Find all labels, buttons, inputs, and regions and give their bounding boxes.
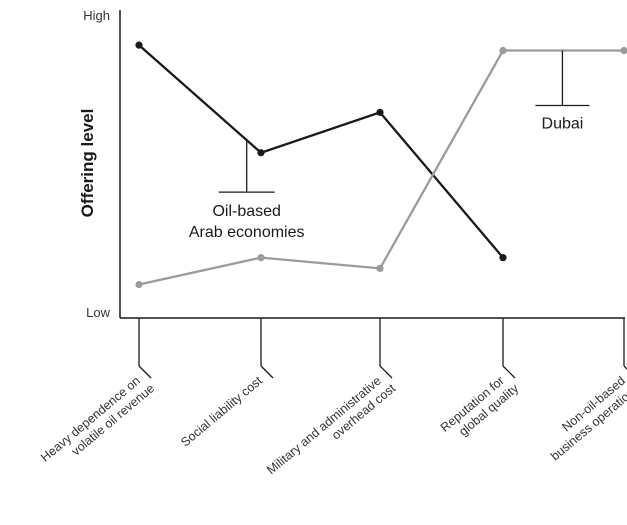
series-line	[138, 44, 504, 259]
series-line	[138, 49, 624, 286]
category-tick	[623, 365, 627, 370]
data-point	[499, 254, 507, 262]
category-label: Non-oil-basedbusiness operations	[538, 370, 627, 464]
annotation-label: Dubai	[542, 116, 584, 133]
annotation-label: Oil-based Arab economies	[189, 203, 305, 241]
category-tick	[260, 365, 274, 379]
category-label: Military and administrativeoverhead cost	[264, 369, 398, 488]
category-tick	[379, 365, 393, 379]
data-point	[135, 41, 143, 49]
y-tick-low: Low	[86, 305, 110, 320]
data-point	[376, 264, 384, 273]
category-label: Heavy dependence onvolatile oil revenue	[38, 370, 157, 477]
category-tick	[502, 365, 516, 379]
data-point	[257, 254, 265, 262]
data-point	[135, 280, 143, 289]
y-tick-high: High	[83, 8, 110, 23]
y-axis-label: Offering level	[78, 109, 97, 218]
data-point	[499, 46, 507, 55]
data-point	[620, 46, 627, 55]
category-label: Social liability cost	[178, 373, 265, 449]
data-point	[257, 149, 265, 157]
series-layer	[135, 41, 627, 289]
data-point	[376, 108, 384, 116]
category-label: Reputation forglobal quality	[438, 369, 522, 446]
x-categories: Heavy dependence onvolatile oil revenue S…	[38, 318, 627, 488]
annotations-layer: Oil-based Arab economies Dubai	[189, 50, 590, 241]
category-tick	[138, 365, 152, 379]
